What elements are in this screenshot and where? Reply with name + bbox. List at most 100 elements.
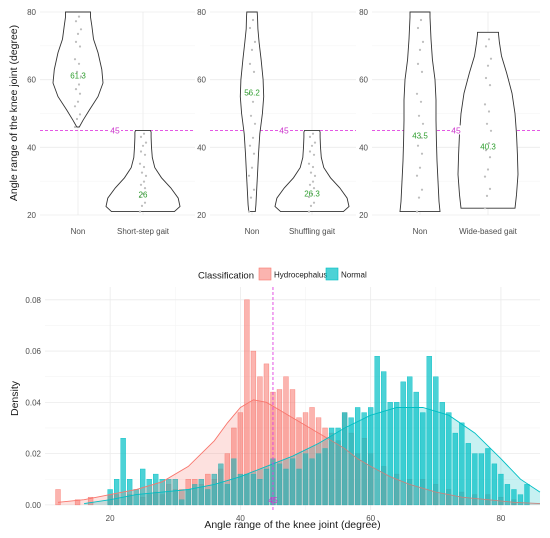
violin-shuffling-gait xyxy=(274,129,350,213)
histogram-bar-normal xyxy=(205,489,211,506)
data-point xyxy=(415,210,419,213)
density-curve-normal xyxy=(84,407,541,505)
data-point xyxy=(75,70,79,73)
data-point xyxy=(247,92,251,95)
x-tick-label: 60 xyxy=(366,514,375,523)
histogram-bar-normal xyxy=(179,499,185,506)
histogram-bar-normal xyxy=(407,376,413,506)
y-tick-label: 60 xyxy=(197,76,206,85)
data-point xyxy=(483,103,487,106)
y-tick-label: 0.00 xyxy=(25,501,41,510)
median-label: 61.3 xyxy=(70,71,86,80)
histogram-bar-normal xyxy=(107,489,113,506)
threshold-label-bg xyxy=(109,125,121,135)
median-label: 26.3 xyxy=(304,190,320,199)
data-point xyxy=(248,26,252,30)
y-tick-label: 40 xyxy=(27,143,36,152)
data-point xyxy=(139,150,143,153)
data-point xyxy=(483,175,487,178)
histogram-bar-normal xyxy=(276,463,283,506)
data-point xyxy=(415,174,419,177)
y-tick-label: 40 xyxy=(359,143,368,152)
histogram-bar-normal xyxy=(348,417,354,506)
data-point xyxy=(253,122,257,125)
median-label: 40.3 xyxy=(480,142,496,151)
data-point xyxy=(252,152,256,155)
histogram-bar-normal xyxy=(172,479,178,506)
histogram-bar-normal xyxy=(153,473,159,506)
histogram-bar-normal xyxy=(309,458,315,506)
data-point xyxy=(249,114,253,117)
data-point xyxy=(484,76,488,80)
histogram-bar-normal xyxy=(439,402,445,506)
median-label: 43.5 xyxy=(412,131,428,140)
data-point xyxy=(489,129,493,132)
histogram-bar-normal xyxy=(524,484,530,506)
data-point xyxy=(312,153,316,156)
data-point xyxy=(251,136,255,139)
data-point xyxy=(488,84,492,87)
data-point xyxy=(417,114,421,117)
histogram-bar-normal xyxy=(146,479,152,506)
data-point xyxy=(75,117,79,121)
data-point xyxy=(307,195,311,199)
data-point xyxy=(74,88,78,91)
data-point xyxy=(140,171,144,174)
y-tick-label: 40 xyxy=(197,143,206,152)
histogram-bar-normal xyxy=(361,412,367,506)
data-point xyxy=(309,171,313,174)
data-point xyxy=(248,144,252,147)
histogram-bar-normal xyxy=(498,473,504,506)
data-point xyxy=(144,141,148,144)
data-point xyxy=(76,32,80,36)
data-point xyxy=(488,187,492,190)
histogram-bar-normal xyxy=(374,356,380,506)
data-point xyxy=(139,135,143,138)
histogram-bar-normal xyxy=(211,473,217,506)
histogram-bar-normal xyxy=(472,453,478,506)
x-category-label: Short-step gait xyxy=(117,227,170,236)
data-point xyxy=(253,40,257,44)
data-point xyxy=(79,28,83,31)
x-category-label: Non xyxy=(245,227,260,236)
x-tick-label: 80 xyxy=(496,514,505,523)
data-point xyxy=(77,62,81,65)
data-point xyxy=(73,105,77,108)
data-point xyxy=(416,62,420,65)
y-tick-label: 0.02 xyxy=(25,450,41,459)
y-tick-label: 20 xyxy=(359,211,368,220)
data-point xyxy=(420,152,424,155)
histogram-bar-normal xyxy=(381,371,387,506)
data-point xyxy=(252,70,256,73)
histogram-bar-normal xyxy=(322,448,328,506)
violin-non xyxy=(239,11,265,213)
y-tick-label: 60 xyxy=(27,76,36,85)
x-category-label: Shuffling gait xyxy=(289,227,336,236)
y-tick-label: 80 xyxy=(359,8,368,17)
data-point xyxy=(484,45,488,48)
data-point xyxy=(417,196,421,199)
data-point xyxy=(307,162,311,165)
y-tick-label: 80 xyxy=(197,8,206,17)
data-point xyxy=(416,26,420,30)
histogram-bar-hydrocephalus xyxy=(74,499,81,506)
data-point xyxy=(79,75,83,78)
histogram-bar-normal xyxy=(218,463,224,506)
histogram-bar-normal xyxy=(289,458,296,506)
data-point xyxy=(251,18,255,22)
histogram-bar-normal xyxy=(198,479,204,506)
violin-panel-shuffling: 20 40 60 80 56.2 Non 26.3 Shuffling gait 45 xyxy=(197,8,356,236)
histogram-bar-normal xyxy=(387,402,393,506)
histogram-bar-normal xyxy=(368,407,374,506)
data-point xyxy=(78,45,82,48)
y-tick-label: 20 xyxy=(197,211,206,220)
histogram-bar-normal xyxy=(511,489,517,506)
violin-short-step-gait xyxy=(105,129,181,213)
data-point xyxy=(483,207,487,210)
histogram-bar-normal xyxy=(127,479,133,506)
data-point xyxy=(247,174,251,177)
data-point xyxy=(74,40,78,44)
data-point xyxy=(250,166,254,169)
histogram-bar-normal xyxy=(478,453,485,506)
